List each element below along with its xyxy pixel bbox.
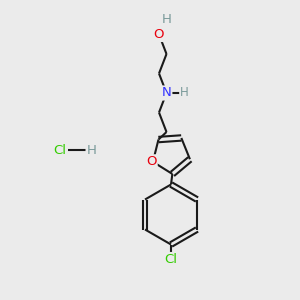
Text: Cl: Cl xyxy=(53,143,67,157)
Text: N: N xyxy=(162,86,171,100)
Text: H: H xyxy=(87,143,96,157)
Text: H: H xyxy=(180,86,189,100)
Text: Cl: Cl xyxy=(164,253,178,266)
Text: H: H xyxy=(162,13,171,26)
Text: O: O xyxy=(154,28,164,41)
Text: O: O xyxy=(146,155,157,168)
